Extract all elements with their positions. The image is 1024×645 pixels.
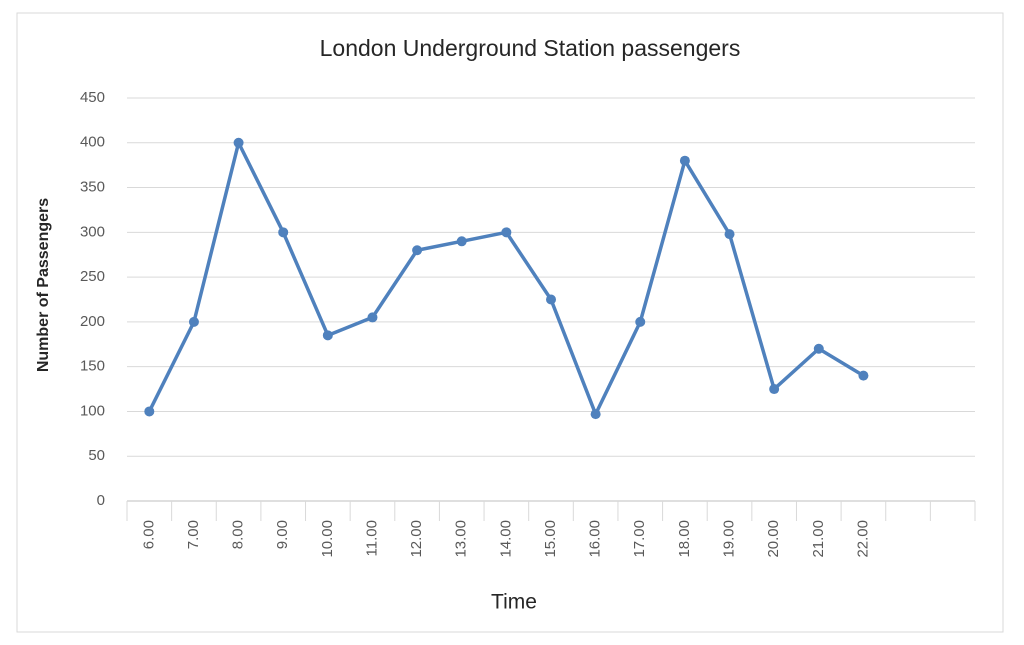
y-tick-label: 250 — [80, 268, 105, 285]
chart-frame — [16, 12, 1004, 633]
x-tick-label: 10.00 — [319, 520, 336, 558]
x-tick-label: 13.00 — [453, 520, 470, 558]
y-tick-label: 400 — [80, 134, 105, 151]
x-tick-label: 17.00 — [631, 520, 648, 558]
x-tick-label: 18.00 — [676, 520, 693, 558]
point — [546, 294, 556, 305]
x-axis-title: Time — [491, 591, 537, 614]
point — [233, 137, 244, 148]
y-tick-label: 0 — [97, 492, 105, 509]
y-tick-label: 100 — [80, 402, 105, 419]
x-tick-label: 21.00 — [810, 520, 827, 558]
x-tick-label: 7.00 — [185, 520, 202, 549]
y-tick-label: 450 — [80, 89, 105, 106]
point — [858, 370, 869, 381]
point — [590, 409, 601, 420]
point — [724, 229, 735, 240]
point — [501, 227, 512, 238]
x-tick-label: 12.00 — [408, 520, 425, 558]
x-tick-label: 19.00 — [720, 520, 737, 558]
x-tick-label: 14.00 — [497, 520, 514, 558]
point — [278, 227, 289, 238]
x-tick-label: 15.00 — [542, 520, 559, 558]
point — [769, 384, 780, 395]
point — [144, 406, 155, 417]
point — [813, 343, 824, 354]
point — [412, 245, 423, 256]
point — [188, 316, 199, 327]
point — [635, 316, 646, 327]
y-axis-title: Number of Passengers — [35, 198, 52, 372]
x-tick-label: 8.00 — [230, 520, 247, 549]
x-tick-label: 16.00 — [587, 520, 604, 558]
y-tick-label: 50 — [88, 447, 105, 464]
y-tick-label: 150 — [80, 358, 105, 375]
chart-title: London Underground Station passengers — [320, 35, 741, 61]
point — [456, 236, 467, 247]
x-tick-label: 9.00 — [274, 520, 291, 549]
x-tick-label: 22.00 — [854, 520, 871, 558]
point — [367, 312, 378, 323]
point — [322, 330, 333, 341]
point — [679, 155, 690, 166]
y-tick-label: 300 — [80, 223, 105, 240]
x-tick-label: 11.00 — [363, 520, 380, 556]
x-tick-label: 6.00 — [140, 520, 157, 549]
x-tick-label: 20.00 — [765, 520, 782, 558]
y-tick-label: 200 — [80, 313, 105, 330]
y-tick-label: 350 — [80, 179, 105, 196]
